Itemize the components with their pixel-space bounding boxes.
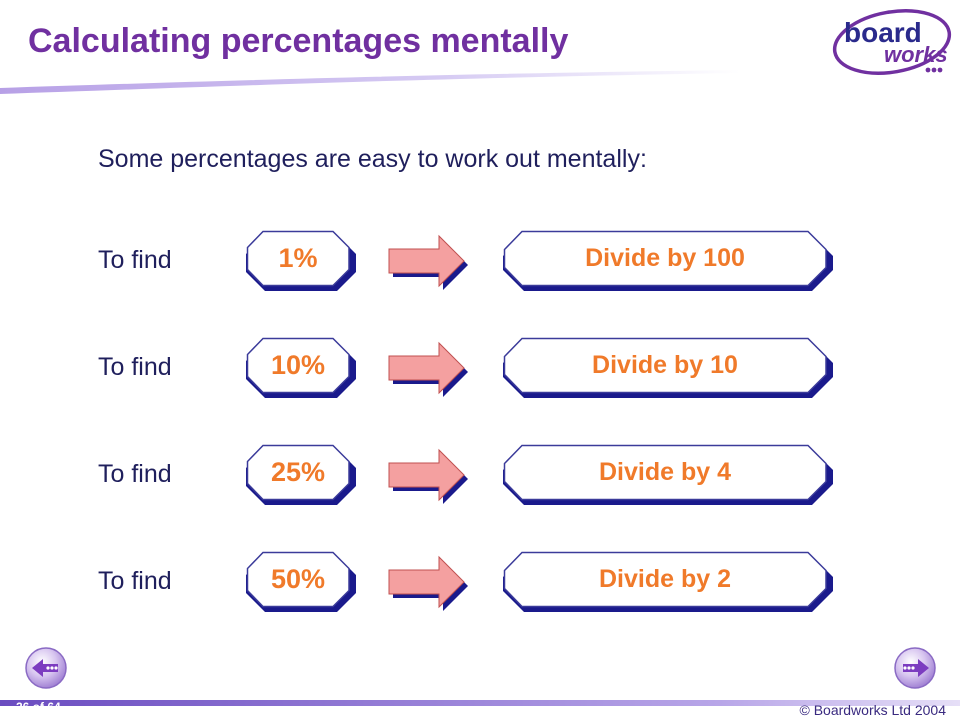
result-text: Divide by 4: [599, 458, 731, 486]
title-underline: [0, 70, 740, 94]
right-arrow-icon: [388, 234, 468, 290]
percent-value: 25%: [270, 457, 326, 487]
percent-box: 10%: [246, 337, 358, 399]
result-text: Divide by 2: [599, 565, 731, 593]
rule-row: To find 1% Divide by 100: [0, 230, 960, 292]
page-title: Calculating percentages mentally: [28, 22, 569, 60]
result-text: Divide by 10: [592, 351, 738, 379]
rule-row: To find 25% Divide by 4: [0, 444, 960, 506]
percent-value: 10%: [270, 350, 326, 380]
svg-text:board: board: [844, 17, 922, 48]
right-arrow-icon: [388, 555, 468, 611]
percent-value: 1%: [278, 243, 318, 273]
result-box: Divide by 10: [503, 337, 835, 399]
intro-text: Some percentages are easy to work out me…: [98, 145, 647, 173]
rule-row: To find 10% Divide by 10: [0, 337, 960, 399]
result-text: Divide by 100: [585, 244, 745, 272]
svg-text:works: works: [884, 42, 948, 67]
percent-box: 25%: [246, 444, 358, 506]
boardworks-logo: board works: [832, 9, 952, 75]
right-arrow-icon: [388, 341, 468, 397]
back-arrow-icon[interactable]: [24, 646, 68, 690]
row-label: To find: [98, 460, 172, 488]
row-label: To find: [98, 353, 172, 381]
right-arrow-icon: [388, 448, 468, 504]
percent-value: 50%: [270, 564, 326, 594]
copyright-text: © Boardworks Ltd 2004: [799, 702, 946, 718]
result-box: Divide by 2: [503, 551, 835, 613]
row-label: To find: [98, 567, 172, 595]
percent-box: 50%: [246, 551, 358, 613]
forward-arrow-icon[interactable]: [893, 646, 937, 690]
rule-row: To find 50% Divide by 2: [0, 551, 960, 613]
result-box: Divide by 100: [503, 230, 835, 292]
row-label: To find: [98, 246, 172, 274]
page-number: 26 of 64: [16, 700, 61, 714]
percent-box: 1%: [246, 230, 358, 292]
result-box: Divide by 4: [503, 444, 835, 506]
footer-bar: [0, 700, 960, 706]
